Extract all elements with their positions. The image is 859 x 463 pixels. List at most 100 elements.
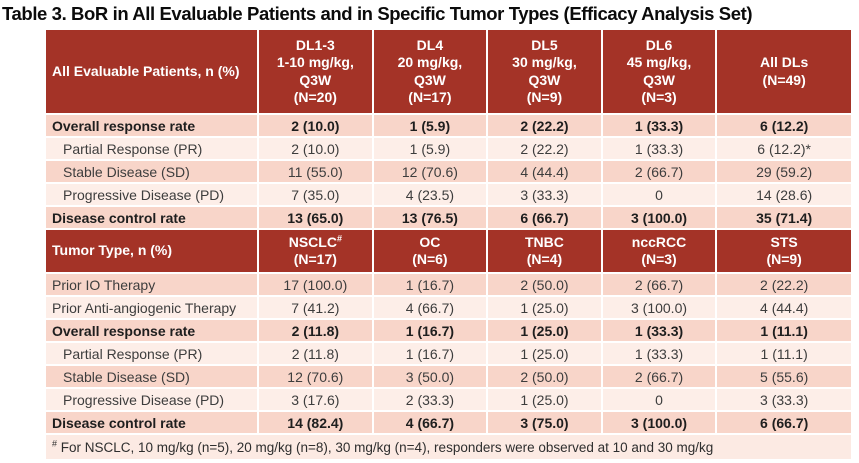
table-row: Prior IO Therapy 17 (100.0) 1 (16.7) 2 (50.… <box>46 274 851 295</box>
data-cell: 1 (11.1) <box>717 320 851 341</box>
table-row: Partial Response (PR) 2 (11.8) 1 (16.7) 1 (… <box>46 343 851 364</box>
data-cell: 1 (16.7) <box>373 274 487 295</box>
data-cell: 3 (100.0) <box>602 412 716 433</box>
data-cell: 2 (33.3) <box>373 389 487 410</box>
data-cell: 17 (100.0) <box>259 274 372 295</box>
dose-column-header: DL5 30 mg/kg, Q3W (N=9) <box>488 30 601 113</box>
table-row: Prior Anti-angiogenic Therapy 7 (41.2) 4 (… <box>46 297 851 318</box>
data-cell: 1 (5.9) <box>373 138 487 159</box>
data-cell: 6 (66.7) <box>488 207 601 228</box>
data-cell: 4 (44.4) <box>488 161 601 182</box>
header-line: DL1-3 <box>295 37 335 54</box>
data-cell: 3 (100.0) <box>602 297 716 318</box>
dose-column-header: All DLs (N=49) <box>717 30 851 113</box>
row-label: Stable Disease (SD) <box>46 366 258 387</box>
header-line: (N=17) <box>293 251 337 267</box>
data-cell: 2 (22.2) <box>488 115 601 136</box>
header-line: Q3W <box>413 71 446 88</box>
data-cell: 1 (33.3) <box>602 343 716 364</box>
data-cell: 3 (100.0) <box>602 207 716 228</box>
row-label: Progressive Disease (PD) <box>46 389 258 410</box>
footnote-marker-ref: # <box>336 233 342 244</box>
header-line: TNBC <box>488 234 601 251</box>
data-cell: 2 (11.8) <box>259 343 372 364</box>
header-line: Q3W <box>643 71 675 88</box>
data-cell: 1 (25.0) <box>488 297 601 318</box>
data-cell: 2 (22.2) <box>717 274 851 295</box>
header-line: STS <box>717 234 851 251</box>
data-cell: 7 (35.0) <box>259 184 372 205</box>
footnote: # For NSCLC, 10 mg/kg (n=5), 20 mg/kg (n… <box>46 435 851 459</box>
header-line: OC <box>374 234 487 251</box>
data-cell: 14 (82.4) <box>259 412 372 433</box>
row-label: Disease control rate <box>46 412 258 433</box>
header-line: (N=20) <box>293 88 337 105</box>
data-cell: 13 (76.5) <box>373 207 487 228</box>
table-row: Progressive Disease (PD) 7 (35.0) 4 (23.5)… <box>46 184 851 205</box>
row-label: Prior Anti-angiogenic Therapy <box>46 297 258 318</box>
table-row: Overall response rate 2 (11.8) 1 (16.7) 1 (… <box>46 320 851 341</box>
header-line: (N=3) <box>641 251 677 267</box>
data-cell: 2 (10.0) <box>259 115 372 136</box>
data-cell: 14 (28.6) <box>717 184 851 205</box>
data-cell: 1 (5.9) <box>373 115 487 136</box>
table-row: Disease control rate 14 (82.4) 4 (66.7) 3 (… <box>46 412 851 433</box>
header-line: (N=9) <box>766 251 802 267</box>
data-cell: 7 (41.2) <box>259 297 372 318</box>
header-line: DL6 <box>645 37 673 54</box>
data-cell: 29 (59.2) <box>717 161 851 182</box>
header-line: nccRCC <box>603 234 716 251</box>
footnote-text: For NSCLC, 10 mg/kg (n=5), 20 mg/kg (n=8… <box>60 439 714 455</box>
row-label: Disease control rate <box>46 207 258 228</box>
table-row: Stable Disease (SD) 11 (55.0) 12 (70.6) 4 (… <box>46 161 851 182</box>
row-label: Progressive Disease (PD) <box>46 184 258 205</box>
data-cell: 4 (44.4) <box>717 297 851 318</box>
data-cell: 2 (66.7) <box>602 161 716 182</box>
data-cell: 3 (17.6) <box>259 389 372 410</box>
tumor-name: nccRCC <box>631 233 687 250</box>
tumor-column-header: TNBC (N=4) <box>488 230 601 272</box>
data-cell: 6 (66.7) <box>717 412 851 433</box>
data-cell: 11 (55.0) <box>259 161 372 182</box>
header-line: 30 mg/kg, <box>512 54 577 71</box>
tumor-name: OC <box>419 233 441 250</box>
data-cell: 2 (10.0) <box>259 138 372 159</box>
header-line: 20 mg/kg, <box>397 54 463 71</box>
tumor-column-header: NSCLC# (N=17) <box>259 230 372 272</box>
tumor-column-header: STS (N=9) <box>717 230 851 272</box>
footnote-row: # For NSCLC, 10 mg/kg (n=5), 20 mg/kg (n… <box>46 435 851 459</box>
data-cell: 2 (11.8) <box>259 320 372 341</box>
data-cell: 3 (33.3) <box>488 184 601 205</box>
header-line: Q3W <box>528 71 561 88</box>
table-title: Table 3. BoR in All Evaluable Patients a… <box>2 3 753 24</box>
header-line: 1-10 mg/kg, <box>276 54 354 71</box>
data-cell: 5 (55.6) <box>717 366 851 387</box>
efficacy-table: All Evaluable Patients, n (%) DL1-3 1-10 m… <box>44 28 853 461</box>
dose-column-header: DL1-3 1-10 mg/kg, Q3W (N=20) <box>259 30 372 113</box>
row-label: Partial Response (PR) <box>46 343 258 364</box>
tumor-column-header: OC (N=6) <box>373 230 487 272</box>
data-cell: 2 (66.7) <box>602 274 716 295</box>
header-line: (N=4) <box>526 251 563 267</box>
data-cell: 3 (75.0) <box>488 412 601 433</box>
data-cell: 1 (33.3) <box>602 138 716 159</box>
dose-column-header: DL6 45 mg/kg, Q3W (N=3) <box>602 30 716 113</box>
row-group-label: All Evaluable Patients, n (%) <box>46 30 258 113</box>
data-cell: 2 (50.0) <box>488 274 601 295</box>
data-cell: 0 <box>602 184 716 205</box>
table-row: Stable Disease (SD) 12 (70.6) 3 (50.0) 2 (5… <box>46 366 851 387</box>
header-line: NSCLC# <box>259 234 372 251</box>
tumor-column-header: nccRCC (N=3) <box>602 230 716 272</box>
dose-column-header: DL4 20 mg/kg, Q3W (N=17) <box>373 30 487 113</box>
tumor-name: STS <box>770 233 798 250</box>
data-cell: 1 (25.0) <box>488 343 601 364</box>
data-cell: 2 (50.0) <box>488 366 601 387</box>
header-line: (N=9) <box>526 88 563 105</box>
data-cell: 12 (70.6) <box>259 366 372 387</box>
data-cell: 4 (66.7) <box>373 297 487 318</box>
data-cell: 1 (16.7) <box>373 320 487 341</box>
data-cell: 12 (70.6) <box>373 161 487 182</box>
data-cell: 1 (33.3) <box>602 320 716 341</box>
footnote-marker: # <box>52 438 58 448</box>
data-cell: 4 (23.5) <box>373 184 487 205</box>
